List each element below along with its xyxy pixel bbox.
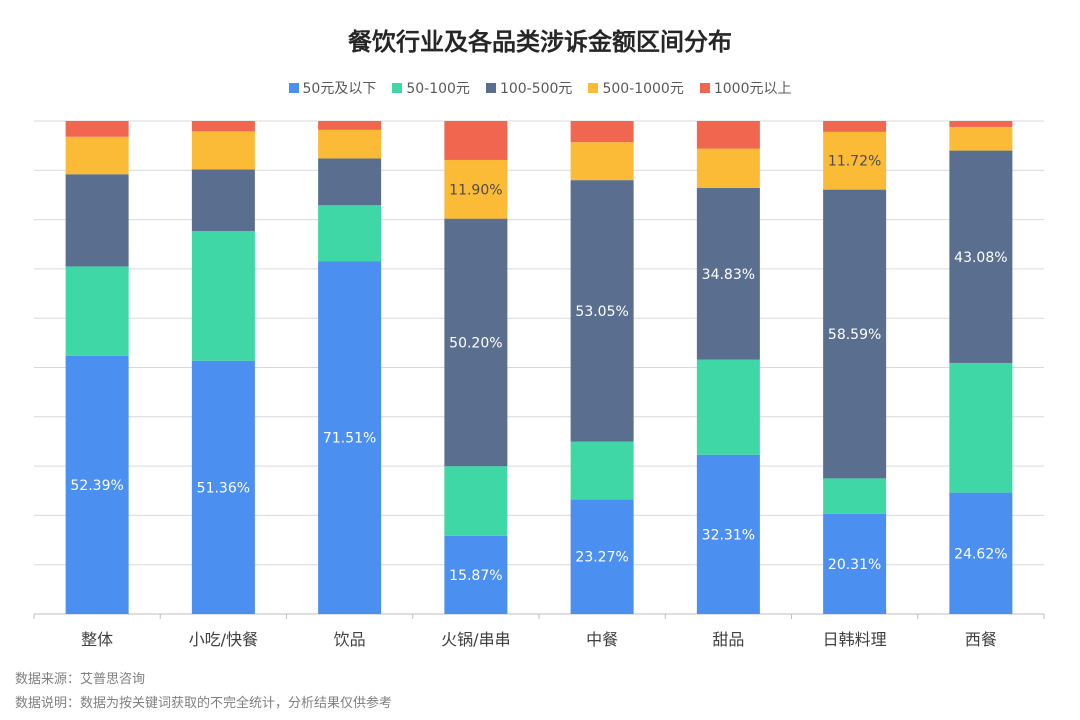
bar-segment xyxy=(949,150,1013,363)
bar-segment xyxy=(823,513,887,614)
data-label: 32.31% xyxy=(702,527,755,543)
bar-segment xyxy=(65,136,129,175)
x-tick-label: 小吃/快餐 xyxy=(189,630,258,649)
data-note: 数据说明：数据为按关键词获取的不完全统计，分析结果仅供参考 xyxy=(15,696,393,711)
data-label: 43.08% xyxy=(954,250,1007,266)
legend-swatch xyxy=(588,83,599,93)
bar-segment xyxy=(949,126,1013,151)
bar-segment xyxy=(318,121,382,130)
bar-segment xyxy=(696,148,760,189)
bar-segment xyxy=(65,174,129,267)
source-note: 数据来源：艾普思咨询 xyxy=(15,672,146,687)
data-label: 23.27% xyxy=(575,550,628,566)
data-label: 52.39% xyxy=(70,478,123,494)
legend-label: 100-500元 xyxy=(499,81,573,97)
bar-segment xyxy=(823,478,887,514)
data-label: 71.51% xyxy=(323,431,376,447)
legend-swatch xyxy=(288,83,299,93)
legend-swatch xyxy=(392,83,403,93)
bar-segment xyxy=(191,360,255,614)
bar-segment xyxy=(318,158,382,206)
bar-segment xyxy=(696,359,760,455)
legend-item: 50元及以下 xyxy=(288,78,377,98)
data-label: 15.87% xyxy=(449,568,502,584)
bar-segment xyxy=(696,188,760,360)
data-label: 53.05% xyxy=(575,304,628,320)
bar-segment xyxy=(949,492,1013,614)
bar-segment xyxy=(696,454,760,614)
bar-segment xyxy=(318,261,382,614)
bar-segment xyxy=(570,441,634,500)
legend-item: 100-500元 xyxy=(485,78,573,98)
bar-segment xyxy=(444,218,508,467)
bar-segment xyxy=(191,131,255,170)
legend-item: 500-1000元 xyxy=(588,78,684,98)
bar-segment xyxy=(444,535,508,614)
bar-segment xyxy=(65,266,129,356)
legend-label: 500-1000元 xyxy=(602,81,684,97)
bar-segment xyxy=(191,169,255,231)
bar-segment xyxy=(444,466,508,536)
x-tick-label: 整体 xyxy=(81,630,113,649)
data-label: 11.90% xyxy=(449,182,502,198)
data-label: 24.62% xyxy=(954,546,1007,562)
data-label: 51.36% xyxy=(197,480,250,496)
bar-segment xyxy=(444,121,508,160)
bar-segment xyxy=(823,189,887,479)
bar-segment xyxy=(191,121,255,132)
data-label: 20.31% xyxy=(828,557,881,573)
data-label: 50.20% xyxy=(449,335,502,351)
bar-segment xyxy=(444,159,508,219)
x-tick-label: 日韩料理 xyxy=(823,630,887,649)
bar-segment xyxy=(823,131,887,190)
bar-segment xyxy=(65,355,129,614)
bar-segment xyxy=(823,121,887,132)
x-tick-label: 饮品 xyxy=(334,630,366,649)
legend-swatch xyxy=(485,83,496,93)
legend-item: 1000元以上 xyxy=(699,78,792,98)
legend-swatch xyxy=(699,83,710,93)
legend-label: 1000元以上 xyxy=(713,81,792,97)
chart-title: 餐饮行业及各品类涉诉金额区间分布 xyxy=(348,28,732,56)
bar-segment xyxy=(570,142,634,181)
bar-segment xyxy=(949,362,1013,493)
bar-segment xyxy=(696,121,760,149)
bar-segment xyxy=(570,180,634,442)
bar-segment xyxy=(949,121,1013,127)
bar-segment xyxy=(570,499,634,614)
x-tick-label: 火锅/串串 xyxy=(441,630,510,649)
data-label: 11.72% xyxy=(828,154,881,170)
x-tick-label: 西餐 xyxy=(965,630,997,649)
bar-segment xyxy=(570,121,634,143)
legend: 50元及以下 50-100元 100-500元 500-1000元 1000元以上 xyxy=(0,78,1080,98)
bar-segment xyxy=(191,230,255,361)
x-tick-label: 甜品 xyxy=(712,630,744,649)
legend-label: 50元及以下 xyxy=(302,81,377,97)
data-label: 34.83% xyxy=(702,267,755,283)
bar-segment xyxy=(318,129,382,159)
data-label: 58.59% xyxy=(828,327,881,343)
bar-segment xyxy=(318,205,382,262)
x-tick-label: 中餐 xyxy=(586,630,618,649)
bar-segment xyxy=(65,121,129,137)
legend-label: 50-100元 xyxy=(406,81,470,97)
legend-item: 50-100元 xyxy=(392,78,470,98)
